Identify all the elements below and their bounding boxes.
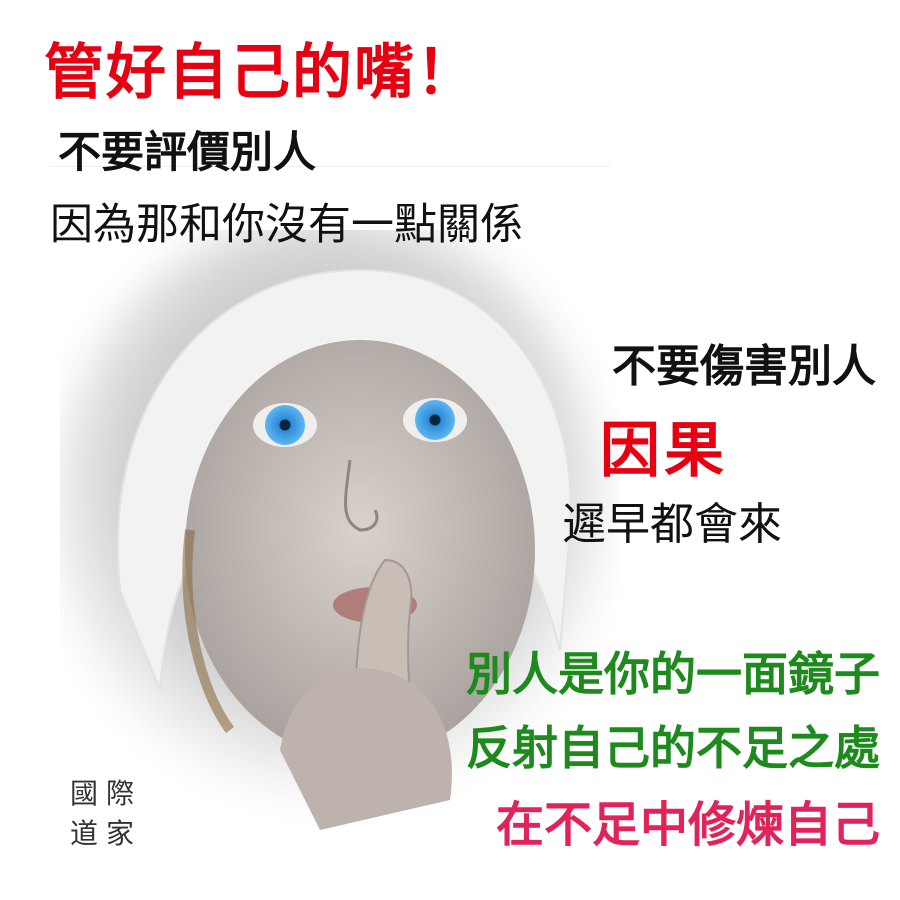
line-karma: 因果: [600, 416, 728, 486]
child-photo: [50, 210, 620, 850]
line-dont-hurt: 不要傷害別人: [612, 341, 876, 392]
line-reflect: 反射自己的不足之處: [466, 721, 880, 775]
line-dont-judge: 不要評價別人: [58, 128, 316, 178]
divider-line: [50, 166, 610, 167]
line-not-your-business: 因為那和你沒有一點關係: [50, 200, 523, 250]
headline: 管好自己的嘴！: [44, 38, 478, 108]
seal-char: 際: [105, 777, 134, 810]
seal-char: 國: [69, 777, 98, 810]
seal-char: 家: [105, 817, 134, 850]
line-mirror: 別人是你的一面鏡子: [466, 647, 880, 701]
line-will-come: 遲早都會來: [562, 499, 782, 550]
seal-char: 道: [69, 817, 98, 850]
line-cultivate: 在不足中修煉自己: [495, 797, 880, 853]
seal-stamp: 國 際 道 家: [66, 774, 138, 854]
